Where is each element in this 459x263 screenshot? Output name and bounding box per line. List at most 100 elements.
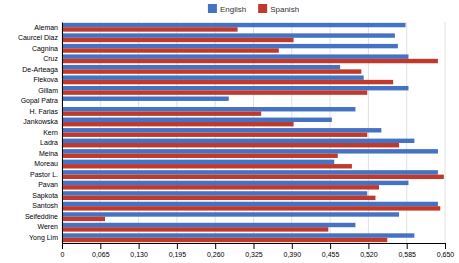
tick: 0,585: [398, 243, 416, 258]
axis-line: [62, 23, 63, 244]
bar: [62, 128, 381, 132]
tick-label: Cagnina: [32, 45, 58, 53]
tick: Sapkota: [32, 192, 62, 200]
tick-label: Moreau: [34, 160, 58, 167]
tick: Meina: [39, 150, 62, 157]
bar: [62, 160, 334, 164]
bar: [62, 212, 399, 216]
tick-label: H. Farias: [30, 108, 59, 115]
bar-series: [62, 23, 438, 238]
x-axis: 00,0650,1300,1950,2600,3250,3900,4550,52…: [61, 243, 455, 258]
tick-label: Gillam: [38, 87, 58, 94]
tick-label: Seifeddine: [25, 213, 58, 220]
legend-item: English: [208, 4, 246, 14]
tick: Gillam: [38, 87, 62, 94]
bar: [62, 227, 328, 231]
bar: [62, 27, 238, 31]
grid-line: [445, 22, 446, 243]
tick: Cruz: [43, 55, 62, 62]
bar: [62, 65, 340, 69]
bar: [62, 97, 229, 101]
tick-label: 0,390: [284, 251, 302, 258]
legend-label: Spanish: [270, 5, 299, 14]
bar: [62, 202, 438, 206]
tick: Flekova: [33, 76, 62, 83]
legend: English Spanish: [208, 4, 299, 14]
tick-label: Jankowska: [23, 118, 58, 125]
bar: [62, 233, 414, 237]
legend-item: Spanish: [258, 4, 299, 14]
tick-label: 0,260: [207, 251, 225, 258]
tick-label: Weren: [38, 223, 59, 230]
tick-label: Gopal Patra: [21, 97, 58, 105]
tick-label: 0,650: [437, 251, 455, 258]
grid: [62, 22, 445, 243]
tick-label: 0: [61, 251, 65, 258]
bar: [62, 170, 438, 174]
tick-mark: [330, 243, 331, 249]
tick-label: Santosh: [32, 202, 58, 209]
tick: Seifeddine: [25, 213, 62, 220]
tick: Caurcel Diaz: [18, 34, 62, 41]
tick-label: De-Arteaga: [22, 66, 58, 74]
bar: [62, 59, 438, 63]
tick-label: Aleman: [34, 24, 58, 31]
bar: [62, 23, 406, 27]
legend-swatch: [258, 4, 267, 13]
tick: 0,195: [169, 243, 187, 258]
bar: [62, 54, 408, 58]
bar: [62, 206, 440, 210]
bar: [62, 44, 398, 48]
bar: [62, 143, 399, 147]
tick-label: 0,585: [398, 251, 416, 258]
tick-mark: [254, 243, 255, 249]
tick: Moreau: [34, 160, 62, 167]
tick: De-Arteaga: [22, 66, 62, 74]
axis-line: [63, 244, 446, 250]
bar: [62, 133, 367, 137]
bar: [62, 69, 361, 73]
tick: Yong Lim: [29, 234, 62, 242]
tick-label: Flekova: [33, 76, 58, 83]
tick-label: Ladra: [40, 139, 58, 146]
bar: [62, 107, 355, 111]
tick: H. Farias: [30, 108, 62, 115]
bar: [62, 238, 387, 242]
bar: [62, 191, 367, 195]
tick: Santosh: [32, 202, 62, 209]
chart-container: 00,0650,1300,1950,2600,3250,3900,4550,52…: [0, 0, 459, 263]
tick-mark: [407, 243, 408, 249]
tick-label: Yong Lim: [29, 234, 58, 242]
tick: Aleman: [34, 24, 62, 31]
bar: [62, 118, 332, 122]
bar: [62, 175, 444, 179]
bar: [62, 196, 375, 200]
tick: Pavan: [38, 181, 62, 188]
tick: Weren: [38, 223, 63, 230]
chart-svg: 00,0650,1300,1950,2600,3250,3900,4550,52…: [0, 0, 459, 263]
tick: 0,455: [322, 243, 340, 258]
tick-label: 0,520: [360, 251, 378, 258]
bar: [62, 149, 438, 153]
bar: [62, 33, 395, 37]
bar-series: [62, 27, 444, 242]
tick-mark: [292, 243, 293, 249]
tick-mark: [215, 243, 216, 249]
bar: [62, 181, 408, 185]
bar: [62, 154, 338, 158]
tick-label: Meina: [39, 150, 58, 157]
tick-label: 0,195: [169, 251, 187, 258]
tick-mark: [445, 243, 446, 249]
tick: Pastor L.: [30, 171, 62, 178]
tick: Ladra: [40, 139, 62, 146]
tick-label: Pavan: [38, 181, 58, 188]
tick-mark: [62, 243, 63, 249]
bar: [62, 139, 414, 143]
legend-label: English: [220, 5, 246, 14]
tick-label: 0,325: [245, 251, 263, 258]
tick: Cagnina: [32, 45, 62, 53]
tick: Kern: [43, 129, 62, 136]
bar: [62, 111, 261, 115]
bars: [62, 23, 444, 242]
tick: Jankowska: [23, 118, 62, 125]
